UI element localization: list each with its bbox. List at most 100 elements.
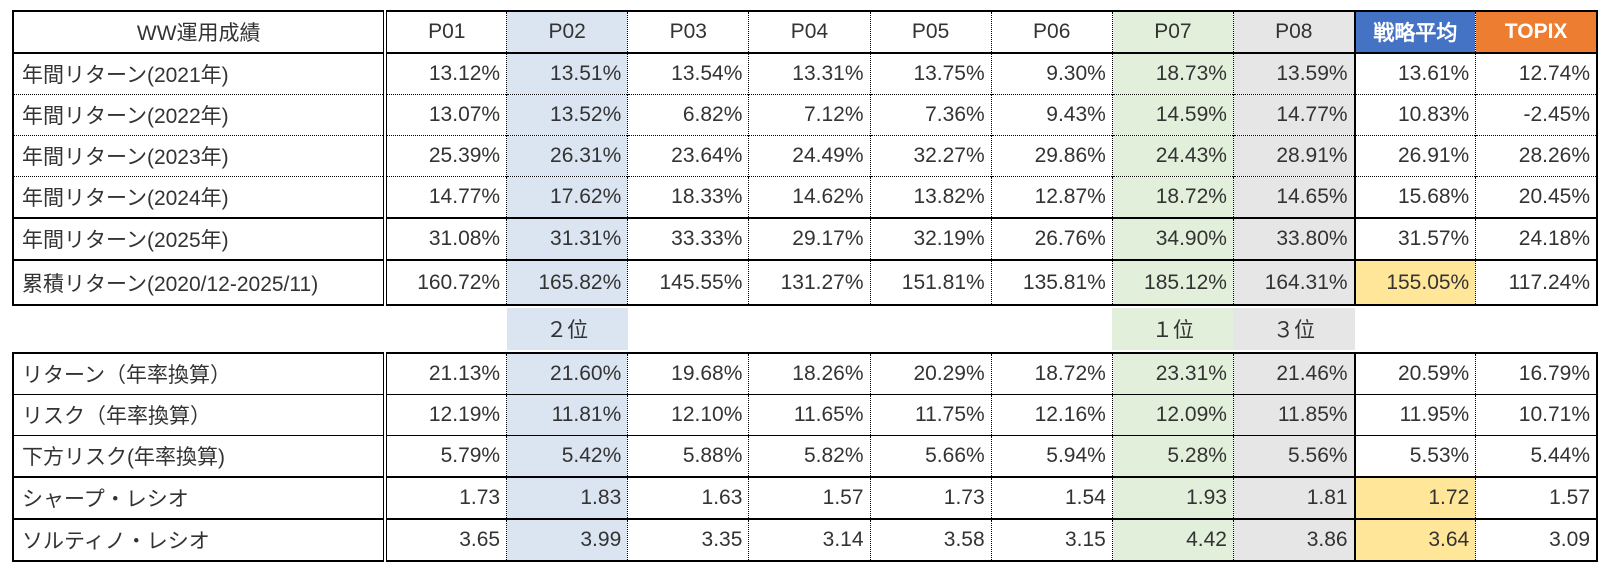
- column-header-p02: P02: [506, 11, 628, 53]
- column-header-topix: TOPIX: [1475, 11, 1597, 53]
- value-cell: 5.53%: [1353, 435, 1476, 477]
- rank-badge-p07: １位: [1112, 307, 1234, 351]
- value-cell: 3.15: [990, 519, 1113, 561]
- value-cell: 14.77%: [428, 185, 501, 208]
- value-cell: 12.16%: [990, 394, 1113, 436]
- value-cell: 20.45%: [1475, 176, 1597, 218]
- value-cell: 5.56%: [1232, 435, 1355, 477]
- value-cell: 145.55%: [627, 260, 749, 305]
- performance-table-header: WW運用成績 P01 P02 P03 P04 P05 P06 P07 P08 戦略平均 TOPIX: [13, 11, 1597, 53]
- value-cell: 3.64: [1353, 519, 1476, 561]
- value-cell: 31.57%: [1353, 218, 1476, 260]
- value-cell: 3.58: [869, 519, 992, 561]
- value-cell: 12.19%: [428, 403, 501, 426]
- value-cell: 26.91%: [1353, 135, 1476, 177]
- table-row: 年間リターン(2021年) 13.12% 13.51% 13.54% 13.31% 13.…: [13, 53, 1597, 95]
- value-cell: 12.10%: [627, 394, 749, 436]
- rank-row-spacer: [1355, 307, 1476, 351]
- value-cell: 5.42%: [506, 435, 628, 477]
- value-cell: 13.52%: [506, 94, 628, 136]
- value-cell: 5.94%: [990, 435, 1113, 477]
- performance-table-body: 年間リターン(2021年) 13.12% 13.51% 13.54% 13.31% 13.…: [13, 53, 1597, 305]
- value-cell: 5.82%: [748, 435, 871, 477]
- value-cell: 5.28%: [1111, 435, 1234, 477]
- value-cell: 1.54: [990, 477, 1113, 519]
- rank-row-spacer: [870, 307, 991, 351]
- value-cell: 4.42: [1111, 519, 1234, 561]
- value-cell: 13.31%: [748, 53, 871, 95]
- row-label: シャープ・レシオ: [13, 477, 388, 519]
- value-cell: 14.65%: [1232, 176, 1355, 218]
- value-cell: 31.08%: [428, 227, 501, 250]
- value-cell: 20.59%: [1353, 353, 1476, 395]
- value-cell: 24.18%: [1475, 218, 1597, 260]
- value-cell: 13.82%: [869, 176, 992, 218]
- column-header-p06: P06: [990, 11, 1113, 53]
- value-cell: 5.44%: [1475, 435, 1597, 477]
- column-header-p03: P03: [627, 11, 749, 53]
- value-cell: 5.79%: [440, 444, 501, 467]
- value-cell: 29.86%: [990, 135, 1113, 177]
- row-label: 累積リターン(2020/12-2025/11): [13, 260, 388, 305]
- row-label: 年間リターン(2023年): [13, 135, 388, 177]
- value-cell: 1.57: [1475, 477, 1597, 519]
- value-cell: 9.30%: [990, 53, 1113, 95]
- value-cell: 11.75%: [869, 394, 992, 436]
- table-row: 年間リターン(2023年) 25.39% 26.31% 23.64% 24.49% 32.…: [13, 135, 1597, 177]
- column-header-戦略平均: 戦略平均: [1353, 11, 1476, 53]
- value-cell: 12.87%: [990, 176, 1113, 218]
- value-cell: 13.51%: [506, 53, 628, 95]
- column-header-p07: P07: [1111, 11, 1234, 53]
- row-label: ソルティノ・レシオ: [13, 519, 388, 561]
- value-cell: 13.54%: [627, 53, 749, 95]
- value-cell: 18.72%: [990, 353, 1113, 395]
- row-label: 年間リターン(2022年): [13, 94, 388, 136]
- value-cell: 1.73: [869, 477, 992, 519]
- value-cell: 24.43%: [1111, 135, 1234, 177]
- table-title: WW運用成績: [13, 11, 388, 53]
- table-row: ソルティノ・レシオ 3.65 3.99 3.35 3.14 3.58 3.15 4.42 3.8…: [13, 519, 1597, 561]
- value-cell: 164.31%: [1232, 260, 1355, 305]
- value-cell: 18.26%: [748, 353, 871, 395]
- value-cell: 7.12%: [748, 94, 871, 136]
- value-cell: 5.88%: [627, 435, 749, 477]
- row-label: 年間リターン(2021年): [13, 53, 388, 95]
- value-cell: 21.60%: [506, 353, 628, 395]
- table-row: リスク（年率換算） 12.19% 11.81% 12.10% 11.65% 11.75% 1…: [13, 394, 1597, 436]
- column-header-p08: P08: [1232, 11, 1355, 53]
- value-cell: 3.14: [748, 519, 871, 561]
- value-cell: 23.64%: [627, 135, 749, 177]
- value-cell: 7.36%: [869, 94, 992, 136]
- table-row: 年間リターン(2024年) 14.77% 17.62% 18.33% 14.62% 13.…: [13, 176, 1597, 218]
- value-cell: 18.72%: [1111, 176, 1234, 218]
- table-row: シャープ・レシオ 1.73 1.83 1.63 1.57 1.73 1.54 1.93 1.81…: [13, 477, 1597, 519]
- row-label: 下方リスク(年率換算): [13, 435, 388, 477]
- value-cell: 3.99: [506, 519, 628, 561]
- value-cell: 11.95%: [1353, 394, 1476, 436]
- value-cell: 28.26%: [1475, 135, 1597, 177]
- table-row: 年間リターン(2025年) 31.08% 31.31% 33.33% 29.17% 32.…: [13, 218, 1597, 260]
- value-cell: 10.71%: [1475, 394, 1597, 436]
- value-cell: 14.77%: [1232, 94, 1355, 136]
- value-cell: 13.59%: [1232, 53, 1355, 95]
- value-cell: 31.31%: [506, 218, 628, 260]
- column-header-p05: P05: [869, 11, 992, 53]
- value-cell: 165.82%: [506, 260, 628, 305]
- value-cell: 185.12%: [1111, 260, 1234, 305]
- value-cell: 9.43%: [990, 94, 1113, 136]
- value-cell: 33.80%: [1232, 218, 1355, 260]
- value-cell: 19.68%: [627, 353, 749, 395]
- row-label: 年間リターン(2024年): [13, 176, 388, 218]
- value-cell: 131.27%: [748, 260, 871, 305]
- header-row: WW運用成績 P01 P02 P03 P04 P05 P06 P07 P08 戦略平均 TOPIX: [13, 11, 1597, 53]
- value-cell: 18.33%: [627, 176, 749, 218]
- rank-row-spacer: [749, 307, 870, 351]
- value-cell: 1.57: [748, 477, 871, 519]
- value-cell: 17.62%: [506, 176, 628, 218]
- value-cell: 11.65%: [748, 394, 871, 436]
- rank-row: ２位 １位 ３位: [12, 306, 1598, 352]
- rank-row-spacer: [628, 307, 749, 351]
- value-cell: 28.91%: [1232, 135, 1355, 177]
- value-cell: 14.62%: [748, 176, 871, 218]
